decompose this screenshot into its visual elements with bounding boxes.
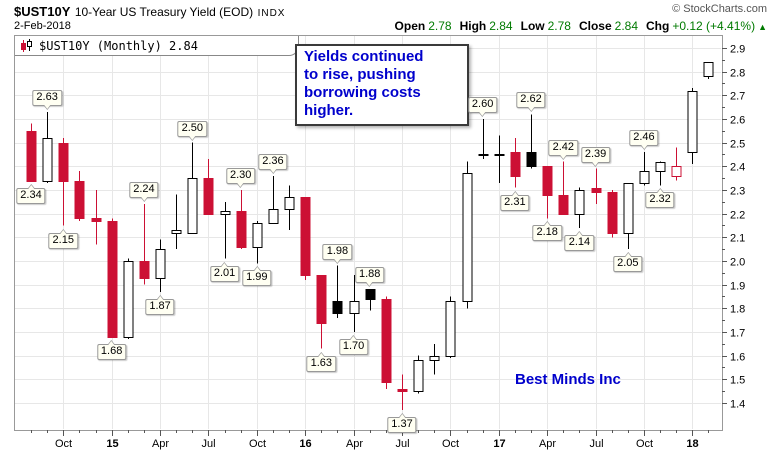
svg-text:Oct: Oct [442,438,459,450]
instrument-name: 10-Year US Treasury Yield (EOD) [74,5,254,19]
svg-text:Apr: Apr [539,438,556,450]
svg-text:1.7: 1.7 [730,328,745,340]
svg-text:Oct: Oct [636,438,653,450]
svg-text:Jul: Jul [201,438,215,450]
chart-legend: $UST10Y (Monthly) 2.84 [15,36,299,56]
svg-text:Jul: Jul [395,438,409,450]
change-up-arrow-icon: ▲ [758,22,767,32]
quote-close-value: 2.84 [614,19,639,33]
svg-text:2.4: 2.4 [730,162,745,174]
svg-text:Oct: Oct [249,438,266,450]
quote-low-label: Low [520,19,545,33]
svg-text:15: 15 [106,438,118,450]
svg-text:Apr: Apr [152,438,169,450]
svg-text:2.8: 2.8 [730,68,745,80]
svg-text:16: 16 [299,438,311,450]
candlestick-icon [21,38,32,52]
annotation-line: to rise, pushing [304,66,416,83]
annotation-line: borrowing costs [304,84,421,101]
svg-text:2.7: 2.7 [730,91,745,103]
chart-title: $UST10Y 10-Year US Treasury Yield (EOD) … [14,3,285,21]
svg-text:2.2: 2.2 [730,210,745,222]
svg-text:Jul: Jul [589,438,603,450]
svg-text:1.5: 1.5 [730,375,745,387]
quote-close-label: Close [578,19,612,33]
svg-text:2.3: 2.3 [730,186,745,198]
quote-chg-value: +0.12 (+4.41%) [672,19,756,33]
svg-text:2.5: 2.5 [730,139,745,151]
exchange-tag: INDX [257,8,286,19]
quote-low-value: 2.78 [547,19,571,33]
ohlc-quote-bar: Open 2.78 High 2.84 Low 2.78 Close 2.84 Chg +0.12… [387,19,767,33]
legend-label: $UST10Y (Monthly) 2.84 [39,38,198,53]
quote-open-value: 2.78 [428,19,452,33]
quote-open-label: Open [394,19,426,33]
svg-text:2.1: 2.1 [730,233,745,245]
svg-text:18: 18 [686,438,698,450]
svg-text:1.8: 1.8 [730,304,745,316]
svg-text:1.4: 1.4 [730,399,745,411]
watermark-text: Best Minds Inc [515,371,621,388]
quote-high-value: 2.84 [489,19,513,33]
quote-chg-label: Chg [646,19,670,33]
symbol: $UST10Y [14,4,71,19]
svg-text:2.9: 2.9 [730,44,745,56]
annotation-line: Yields continued [304,48,424,65]
quote-date: 2-Feb-2018 [14,20,71,32]
stockcharts-copyright: © StockCharts.com [672,3,767,15]
svg-text:Oct: Oct [55,438,72,450]
svg-text:2.0: 2.0 [730,257,745,269]
svg-text:1.9: 1.9 [730,281,745,293]
svg-text:17: 17 [493,438,505,450]
quote-high-label: High [459,19,487,33]
svg-text:2.6: 2.6 [730,115,745,127]
svg-text:1.6: 1.6 [730,352,745,364]
annotation-box: Yields continued to rise, pushing borrowin… [295,44,469,126]
annotation-text: Yields continued to rise, pushing borrowin… [304,48,460,120]
svg-text:Apr: Apr [346,438,363,450]
annotation-line: higher. [304,102,354,119]
